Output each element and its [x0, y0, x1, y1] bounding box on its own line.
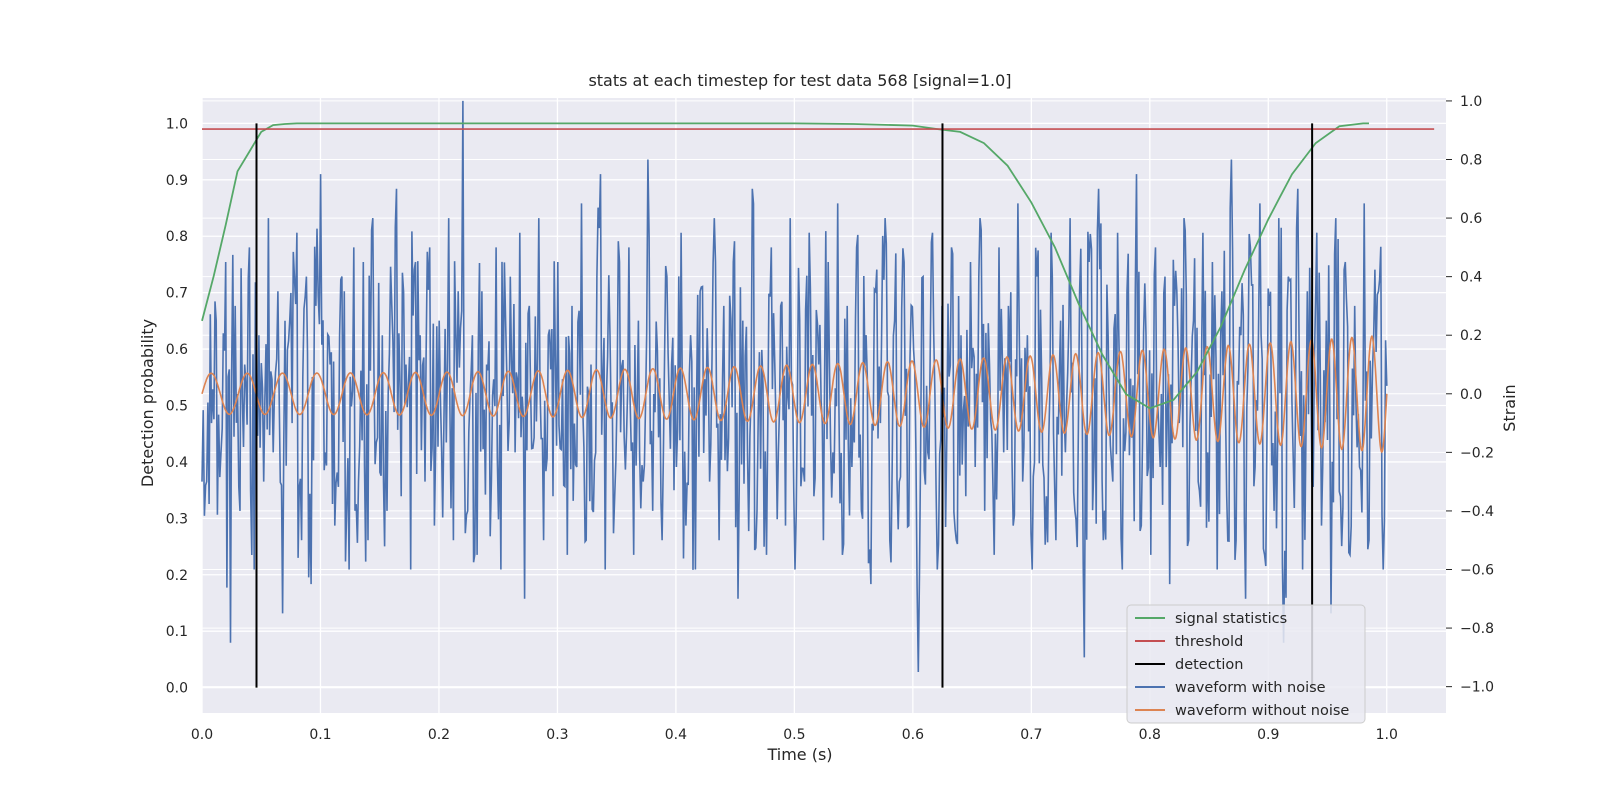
y-axis-label: Detection probability — [138, 319, 157, 487]
legend-label: waveform with noise — [1175, 680, 1326, 696]
y-tick-label: 0.3 — [166, 511, 188, 527]
y2-tick-label: −1.0 — [1460, 680, 1494, 696]
legend: signal statistics threshold detection wavef… — [1126, 604, 1366, 724]
legend-label: signal statistics — [1175, 611, 1287, 627]
y2-tick-label: 0.4 — [1460, 270, 1482, 286]
legend-box — [1126, 604, 1366, 724]
grid — [201, 98, 1446, 713]
y2-tick-label: 0.0 — [1460, 387, 1482, 403]
y-tick-label: 0.4 — [166, 455, 188, 471]
legend-label: waveform without noise — [1175, 703, 1349, 719]
series-waveform-without-noise — [201, 334, 1388, 454]
y2-tick-label: −0.2 — [1460, 445, 1494, 461]
y2-tick-label: −0.6 — [1460, 563, 1494, 579]
chart-title: stats at each timestep for test data 568… — [588, 71, 1011, 90]
axes-layer: 0.0 0.1 0.2 0.3 0.4 0.5 0.6 0.7 0.8 0.9 1.0 0.0 0.1 0… — [166, 94, 1494, 743]
y-tick-label: 0.0 — [166, 681, 188, 697]
y-tick-label: 0.1 — [166, 624, 188, 640]
x-tick-label: 0.8 — [1139, 727, 1161, 743]
y-tick-label: 0.8 — [166, 229, 188, 245]
legend-label: threshold — [1175, 634, 1243, 650]
y-tick-label: 0.7 — [166, 286, 188, 302]
legend-label: detection — [1175, 657, 1243, 673]
y2-tick-label: 0.6 — [1460, 211, 1482, 227]
x-tick-label: 0.9 — [1257, 727, 1279, 743]
x-tick-label: 0.6 — [902, 727, 924, 743]
x-tick-label: 0.2 — [428, 727, 450, 743]
series-waveform-with-noise — [201, 100, 1388, 673]
y-tick-label: 1.0 — [166, 116, 188, 132]
y2-tick-label: 1.0 — [1460, 94, 1482, 110]
y-tick-label: 0.5 — [166, 399, 188, 415]
x-tick-label: 0.7 — [1020, 727, 1042, 743]
y-tick-label: 0.9 — [166, 173, 188, 189]
x-axis-label: Time (s) — [766, 745, 832, 764]
y2-tick-label: −0.8 — [1460, 621, 1494, 637]
y2-axis-label: Strain — [1500, 384, 1519, 431]
y-tick-label: 0.2 — [166, 568, 188, 584]
x-tick-label: 1.0 — [1376, 727, 1398, 743]
series-layer — [201, 100, 1435, 688]
y2-tick-label: 0.8 — [1460, 153, 1482, 169]
x-tick-label: 0.0 — [191, 727, 213, 743]
x-tick-label: 0.4 — [665, 727, 687, 743]
y2-tick-label: 0.2 — [1460, 328, 1482, 344]
x-tick-label: 0.3 — [546, 727, 568, 743]
x-tick-label: 0.5 — [783, 727, 805, 743]
y-tick-label: 0.6 — [166, 342, 188, 358]
x-tick-label: 0.1 — [309, 727, 331, 743]
series-signal-statistics — [201, 122, 1369, 410]
y2-tick-label: −0.4 — [1460, 504, 1494, 520]
